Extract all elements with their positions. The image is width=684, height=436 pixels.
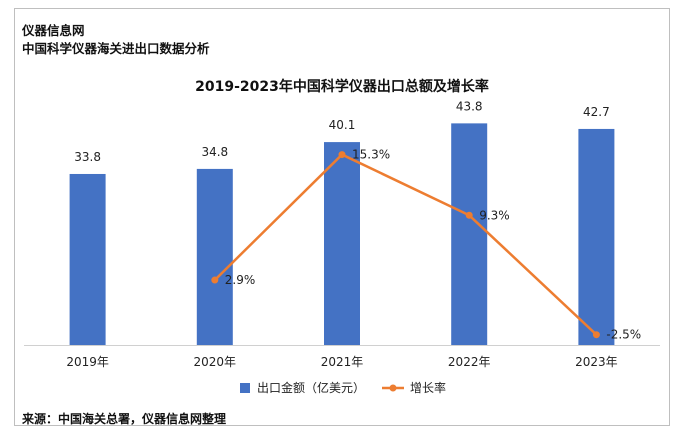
- x-tick-label: 2019年: [66, 355, 109, 369]
- chart-title: 2019-2023年中国科学仪器出口总额及增长率: [195, 79, 489, 95]
- bar-value-label: 40.1: [329, 118, 356, 132]
- growth-point: [338, 151, 346, 159]
- bar: [451, 123, 488, 345]
- bar: [578, 128, 615, 345]
- chart-frame: [14, 8, 670, 426]
- bar-value-label: 42.7: [583, 105, 610, 119]
- x-tick-label: 2020年: [194, 355, 237, 369]
- bar: [196, 168, 233, 345]
- legend-swatch-marker: [389, 384, 397, 392]
- bar: [69, 173, 106, 345]
- page-subtitle: 中国科学仪器海关进出口数据分析: [22, 41, 210, 56]
- x-tick-label: 2022年: [448, 355, 491, 369]
- legend-label-line: 增长率: [410, 380, 446, 395]
- growth-point: [592, 331, 600, 339]
- source-note: 来源：中国海关总署，仪器信息网整理: [22, 412, 227, 426]
- growth-value-label: -2.5%: [606, 328, 641, 342]
- growth-line: [213, 153, 598, 336]
- legend-swatch-bars: [240, 383, 250, 393]
- growth-point: [465, 211, 473, 219]
- bar-value-label: 33.8: [74, 150, 101, 164]
- x-tick-label: 2021年: [321, 355, 364, 369]
- x-tick-label: 2023年: [575, 355, 618, 369]
- bar-value-label: 43.8: [456, 99, 483, 113]
- growth-value-label: 9.3%: [479, 208, 510, 222]
- growth-point: [211, 276, 219, 284]
- site-name: 仪器信息网: [22, 23, 85, 38]
- growth-value-label: 15.3%: [352, 148, 390, 162]
- legend-label-bars: 出口金额（亿美元）: [257, 380, 365, 395]
- growth-value-label: 2.9%: [225, 273, 256, 287]
- bar: [324, 142, 360, 345]
- bar-value-label: 34.8: [201, 145, 228, 159]
